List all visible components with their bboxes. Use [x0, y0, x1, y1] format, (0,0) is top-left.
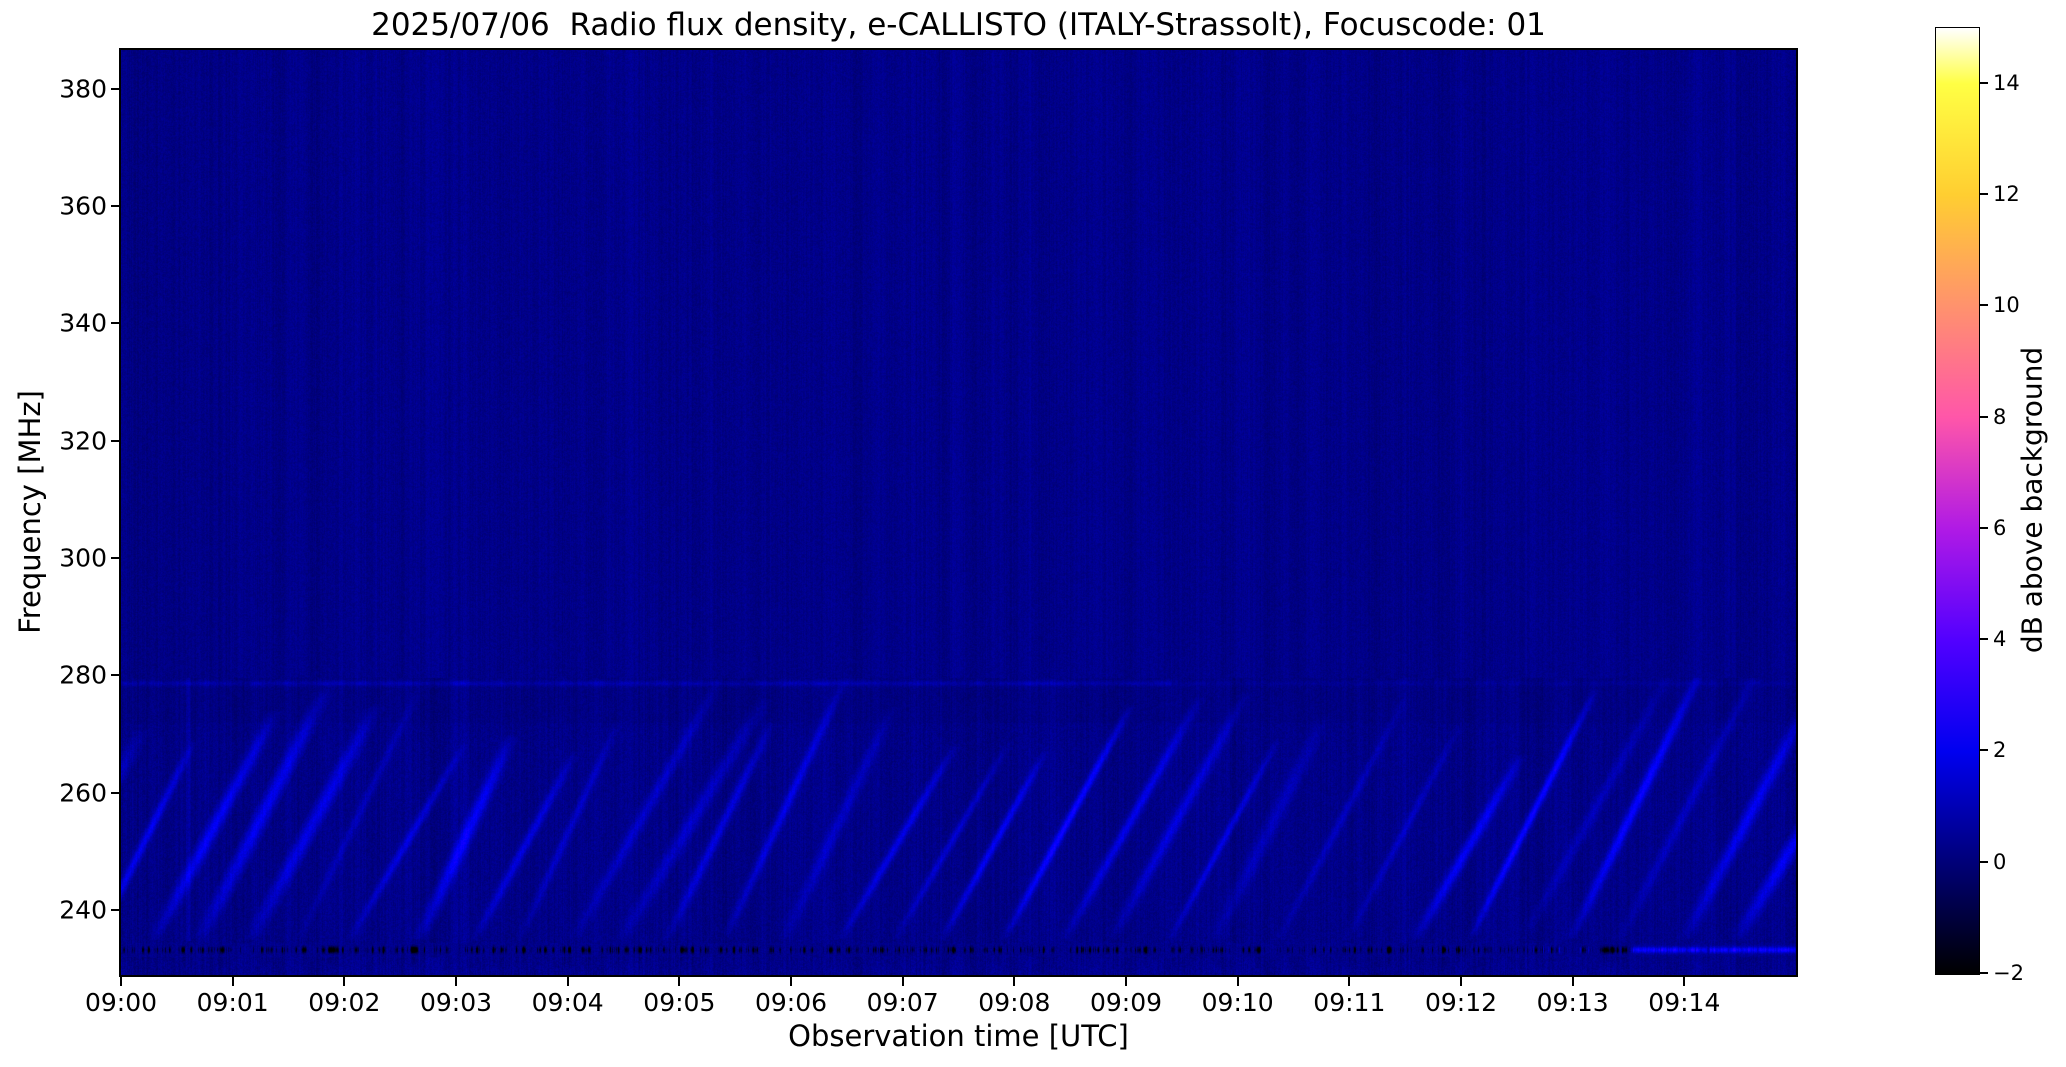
x-tick-mark — [1571, 977, 1574, 986]
x-tick-mark — [566, 977, 569, 986]
colorbar-tick-label: 6 — [1993, 515, 2007, 540]
y-tick-mark — [111, 674, 120, 677]
colorbar-tick-label: 2 — [1993, 738, 2007, 763]
y-tick-label: 360 — [59, 191, 107, 221]
x-tick-label: 09:11 — [1313, 988, 1386, 1017]
x-tick-label: 09:07 — [866, 988, 939, 1017]
x-tick-label: 09:01 — [196, 988, 269, 1017]
colorbar — [1935, 27, 1980, 975]
colorbar-tick-label: 0 — [1993, 849, 2007, 874]
y-tick-mark — [111, 439, 120, 442]
y-tick-mark — [111, 322, 120, 325]
y-tick-label: 300 — [59, 543, 107, 573]
x-tick-mark — [231, 977, 234, 986]
colorbar-tick-mark — [1980, 415, 1988, 418]
x-tick-label: 09:04 — [531, 988, 604, 1017]
colorbar-tick-label: 4 — [1993, 627, 2007, 652]
x-tick-label: 09:14 — [1648, 988, 1721, 1017]
x-tick-mark — [1236, 977, 1239, 986]
x-tick-label: 09:05 — [643, 988, 716, 1017]
y-tick-mark — [111, 908, 120, 911]
colorbar-tick-mark — [1980, 81, 1988, 84]
colorbar-label: dB above background — [2015, 346, 2049, 654]
y-tick-label: 320 — [59, 426, 107, 456]
colorbar-tick-label: 14 — [1993, 70, 2020, 95]
y-tick-label: 340 — [59, 308, 107, 338]
x-tick-label: 09:00 — [84, 988, 158, 1017]
colorbar-tick-mark — [1980, 972, 1988, 974]
x-tick-mark — [1460, 977, 1462, 986]
x-tick-mark — [343, 977, 346, 986]
x-tick-label: 09:10 — [1201, 988, 1274, 1017]
y-tick-label: 240 — [59, 895, 107, 925]
colorbar-tick-mark — [1980, 192, 1988, 195]
x-tick-label: 09:03 — [419, 988, 493, 1017]
x-tick-mark — [901, 977, 904, 986]
x-axis-label: Observation time [UTC] — [788, 1019, 1129, 1053]
y-tick-mark — [111, 556, 120, 559]
y-tick-label: 260 — [59, 778, 107, 808]
x-tick-label: 09:13 — [1536, 988, 1609, 1017]
plot-title: 2025/07/06 Radio flux density, e-CALLIST… — [371, 7, 1546, 43]
x-tick-mark — [1683, 977, 1686, 986]
x-tick-mark — [455, 977, 457, 986]
x-tick-mark — [1348, 977, 1351, 986]
x-tick-mark — [790, 977, 792, 986]
colorbar-tick-mark — [1980, 749, 1988, 752]
spectrogram-heatmap — [119, 48, 1798, 977]
y-tick-mark — [111, 791, 120, 794]
y-tick-label: 280 — [59, 660, 107, 690]
x-tick-mark — [1013, 977, 1016, 986]
y-tick-mark — [111, 205, 120, 208]
colorbar-tick-label: 10 — [1993, 293, 2020, 318]
colorbar-tick-label: 8 — [1993, 404, 2007, 429]
x-tick-label: 09:08 — [978, 988, 1051, 1017]
x-tick-label: 09:06 — [754, 988, 828, 1017]
x-tick-label: 09:12 — [1424, 988, 1498, 1017]
y-tick-mark — [111, 87, 120, 90]
colorbar-tick-mark — [1980, 638, 1988, 641]
x-tick-mark — [1125, 977, 1127, 986]
colorbar-tick-mark — [1980, 860, 1988, 863]
x-tick-mark — [678, 977, 681, 986]
colorbar-tick-label: −2 — [1993, 961, 2024, 985]
colorbar-tick-mark — [1980, 304, 1988, 307]
colorbar-tick-mark — [1980, 526, 1988, 529]
x-tick-label: 09:02 — [308, 988, 381, 1017]
x-tick-mark — [120, 977, 122, 986]
x-tick-label: 09:09 — [1089, 988, 1163, 1017]
colorbar-tick-label: 12 — [1993, 181, 2020, 206]
y-tick-label: 380 — [59, 74, 107, 104]
